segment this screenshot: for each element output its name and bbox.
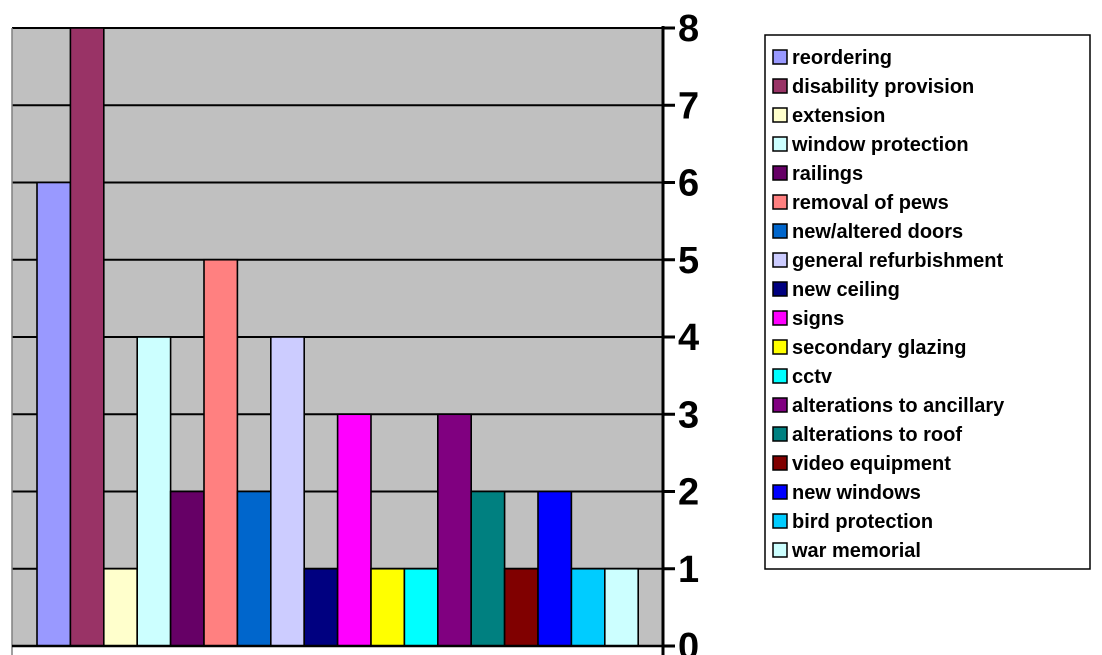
bar-window-protection (137, 337, 170, 646)
legend-swatch (773, 79, 787, 93)
legend-label: general refurbishment (792, 250, 1004, 272)
legend-swatch (773, 166, 787, 180)
legend-swatch (773, 137, 787, 151)
bar-alterations-to-ancillary (438, 414, 471, 646)
legend-label: video equipment (792, 453, 951, 475)
legend-swatch (773, 311, 787, 325)
legend-label: new windows (792, 482, 921, 504)
bar-war-memorial (605, 569, 638, 646)
legend-label: new ceiling (792, 279, 900, 301)
legend-label: new/altered doors (792, 221, 963, 243)
legend-swatch (773, 108, 787, 122)
bar-bird-protection (571, 569, 604, 646)
legend-swatch (773, 195, 787, 209)
legend-swatch (773, 485, 787, 499)
y-tick-label: 5 (678, 240, 699, 282)
legend-swatch (773, 282, 787, 296)
legend-label: window protection (791, 134, 969, 156)
legend-label: secondary glazing (792, 337, 967, 359)
legend-swatch (773, 50, 787, 64)
y-tick-label: 0 (678, 626, 699, 655)
y-tick-label: 6 (678, 163, 699, 205)
y-tick-label: 3 (678, 394, 699, 436)
y-tick-label: 8 (678, 8, 699, 50)
legend-swatch (773, 427, 787, 441)
legend-label: bird protection (792, 511, 933, 533)
legend-label: war memorial (791, 540, 921, 562)
legend-label: disability provision (792, 76, 974, 98)
legend-label: reordering (792, 47, 892, 69)
legend-label: signs (792, 308, 844, 330)
bar-secondary-glazing (371, 569, 404, 646)
y-tick-label: 4 (678, 317, 699, 359)
bar-video-equipment (505, 569, 538, 646)
legend-swatch (773, 340, 787, 354)
bar-cctv (404, 569, 437, 646)
legend-label: extension (792, 105, 885, 127)
bar-railings (171, 492, 204, 647)
legend-swatch (773, 398, 787, 412)
y-axis-ticks: 0 1 2 3 4 5 6 7 8 (663, 8, 699, 655)
bar-signs (338, 414, 371, 646)
legend-label: alterations to roof (792, 424, 962, 446)
y-tick-label: 1 (678, 549, 699, 591)
legend-label: alterations to ancillary (792, 395, 1005, 417)
y-tick-label: 7 (678, 85, 699, 127)
legend-swatch (773, 369, 787, 383)
legend-swatch (773, 514, 787, 528)
legend-label: removal of pews (792, 192, 949, 214)
legend-swatch (773, 253, 787, 267)
y-tick-label: 2 (678, 472, 699, 514)
bar-reordering (37, 183, 70, 647)
legend-label: cctv (792, 366, 833, 388)
bar-new-windows (538, 492, 571, 647)
legend-swatch (773, 456, 787, 470)
legend-label: railings (792, 163, 863, 185)
bar-alterations-to-roof (471, 492, 504, 647)
legend-swatch (773, 543, 787, 557)
legend: reordering disability provision extension w… (765, 35, 1090, 569)
bar-new-altered-doors (237, 492, 270, 647)
bar-disability-provision (70, 28, 103, 646)
legend-swatch (773, 224, 787, 238)
bar-extension (104, 569, 137, 646)
bar-removal-of-pews (204, 260, 237, 646)
bar-new-ceiling (304, 569, 337, 646)
bar-general-refurbishment (271, 337, 304, 646)
